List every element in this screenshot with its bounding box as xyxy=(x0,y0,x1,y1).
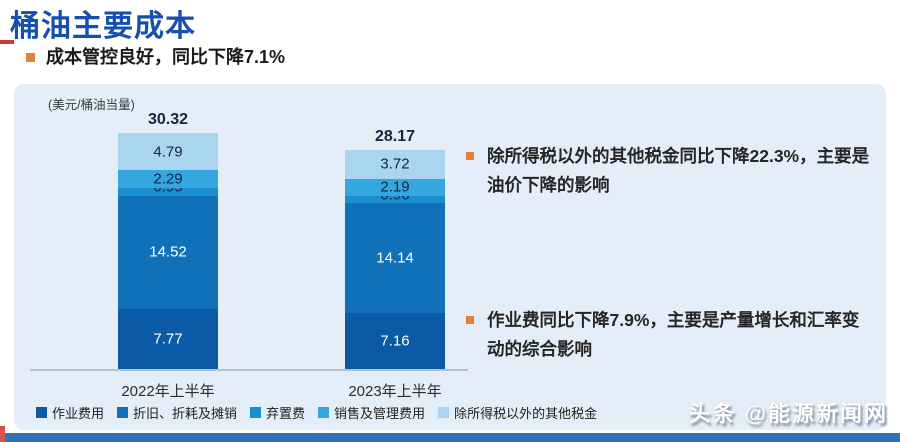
legend-swatch xyxy=(318,407,330,418)
segment-除所得税以外的其他税金: 3.72 xyxy=(345,149,445,179)
legend-item: 销售及管理费用 xyxy=(318,403,425,422)
segment-弃置费: 0.96 xyxy=(345,187,445,204)
category-label: 2022年上半年 xyxy=(121,383,215,400)
bullet-icon xyxy=(466,316,474,324)
bar-stack: 7.77 14.52 0.952.29 4.79 xyxy=(118,133,218,369)
bar-total-label: 30.32 xyxy=(147,111,189,129)
bars-area: 30.32 7.77 14.52 0.952.29 4.79 2022年上半年 28.17 7… xyxy=(14,84,474,400)
bar-column-2: 28.17 7.16 14.14 0.962.19 3.72 2023年上半年 xyxy=(345,127,445,400)
annotation-taxes: 除所得税以外的其他税金同比下降22.3%，主要是油价下降的影响 xyxy=(466,142,870,200)
segment-value: 14.14 xyxy=(376,249,414,267)
annotation-text: 作业费同比下降7.9%，主要是产量增长和汇率变动的综合影响 xyxy=(487,310,860,359)
legend-swatch xyxy=(117,407,129,418)
legend-label: 折旧、折耗及摊销 xyxy=(133,406,238,421)
segment-value: 3.72 xyxy=(380,155,410,173)
segment-value: 7.77 xyxy=(153,330,183,348)
bar-column-1: 30.32 7.77 14.52 0.952.29 4.79 2022年上半年 xyxy=(118,111,218,400)
segment-折旧、折耗及摊销: 14.14 xyxy=(345,203,445,314)
segment-value: 7.16 xyxy=(380,332,410,350)
page-title: 桶油主要成本 xyxy=(10,10,196,43)
annotation-opex: 作业费同比下降7.9%，主要是产量增长和汇率变动的综合影响 xyxy=(466,306,870,364)
subtitle-text: 成本管控良好，同比下降7.1% xyxy=(46,47,286,67)
segment-作业费用: 7.16 xyxy=(345,313,445,369)
chart-panel: (美元/桶油当量) 30.32 7.77 14.52 0.952.29 4.79 2022… xyxy=(14,84,886,430)
segment-销售及管理费用: 2.29 xyxy=(118,170,218,189)
x-axis-line xyxy=(30,369,468,371)
annotation-text: 除所得税以外的其他税金同比下降22.3%，主要是油价下降的影响 xyxy=(487,146,870,195)
legend-label: 弃置费 xyxy=(266,406,306,421)
legend-swatch xyxy=(250,407,262,418)
legend-label: 销售及管理费用 xyxy=(334,406,426,421)
segment-弃置费: 0.95 xyxy=(118,179,218,196)
segment-value: 2.19 xyxy=(380,178,410,196)
segment-value: 4.79 xyxy=(153,143,183,161)
bullet-icon xyxy=(466,152,474,160)
segment-折旧、折耗及摊销: 14.52 xyxy=(118,195,218,309)
segment-value: 2.29 xyxy=(153,170,183,188)
bar-stack: 7.16 14.14 0.962.19 3.72 xyxy=(345,149,445,369)
bar-total-label: 28.17 xyxy=(374,127,416,145)
legend-swatch xyxy=(438,407,450,418)
legend-item: 除所得税以外的其他税金 xyxy=(438,403,597,422)
bullet-icon xyxy=(26,53,35,62)
category-label: 2023年上半年 xyxy=(348,383,442,400)
legend-label: 作业费用 xyxy=(52,406,105,421)
legend-label: 除所得税以外的其他税金 xyxy=(454,406,598,421)
footer-bar xyxy=(0,433,900,442)
legend-item: 弃置费 xyxy=(250,403,305,422)
segment-除所得税以外的其他税金: 4.79 xyxy=(118,133,218,171)
subtitle: 成本管控良好，同比下降7.1% xyxy=(26,47,285,69)
axis-unit-label: (美元/桶油当量) xyxy=(48,98,135,112)
segment-销售及管理费用: 2.19 xyxy=(345,178,445,196)
legend-item: 作业费用 xyxy=(36,403,104,422)
legend-item: 折旧、折耗及摊销 xyxy=(117,403,237,422)
segment-value: 14.52 xyxy=(149,243,187,261)
footer-red-accent xyxy=(0,426,5,442)
watermark: 头条 @能源新闻网 xyxy=(688,401,888,426)
legend-swatch xyxy=(36,407,47,418)
title-underline-accent xyxy=(0,40,14,44)
legend: 作业费用 折旧、折耗及摊销 弃置费 销售及管理费用 除所得税以外的其他税金 xyxy=(36,403,597,422)
segment-作业费用: 7.77 xyxy=(118,308,218,369)
